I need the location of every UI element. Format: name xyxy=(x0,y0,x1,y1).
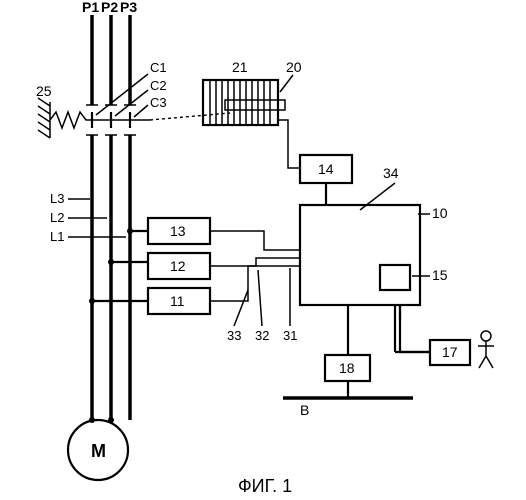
label-C3: C3 xyxy=(150,95,167,110)
label-10: 10 xyxy=(432,205,448,221)
mech-link xyxy=(150,113,230,120)
label-32: 32 xyxy=(255,328,269,343)
figure-caption: ФИГ. 1 xyxy=(238,476,292,496)
label-21: 21 xyxy=(232,59,248,75)
tap-lines xyxy=(89,228,148,304)
label-P2: P2 xyxy=(101,0,118,15)
label-C2: C2 xyxy=(150,78,167,93)
person-icon xyxy=(478,331,494,368)
box-15 xyxy=(380,265,410,290)
label-L2: L2 xyxy=(50,210,64,225)
label-15: 15 xyxy=(432,267,448,283)
label-33: 33 xyxy=(227,328,241,343)
label-L1: L1 xyxy=(50,229,64,244)
motor: M xyxy=(68,417,128,480)
signal-lines xyxy=(210,231,300,301)
coil xyxy=(203,80,285,125)
label-P3: P3 xyxy=(120,0,137,15)
label-L3: L3 xyxy=(50,191,64,206)
label-C1: C1 xyxy=(150,60,167,75)
spring-anchor xyxy=(38,98,92,138)
label-18: 18 xyxy=(339,360,355,376)
label-25: 25 xyxy=(36,83,52,99)
label-17: 17 xyxy=(442,344,458,360)
label-M: M xyxy=(91,441,106,461)
label-14: 14 xyxy=(318,161,334,177)
label-13: 13 xyxy=(170,223,186,239)
contacts xyxy=(86,105,150,135)
label-31: 31 xyxy=(283,328,297,343)
label-11: 11 xyxy=(170,293,185,309)
label-B: B xyxy=(300,402,309,418)
label-P1: P1 xyxy=(82,0,99,15)
label-12: 12 xyxy=(170,258,186,274)
label-34: 34 xyxy=(383,165,399,181)
label-20: 20 xyxy=(286,59,302,75)
